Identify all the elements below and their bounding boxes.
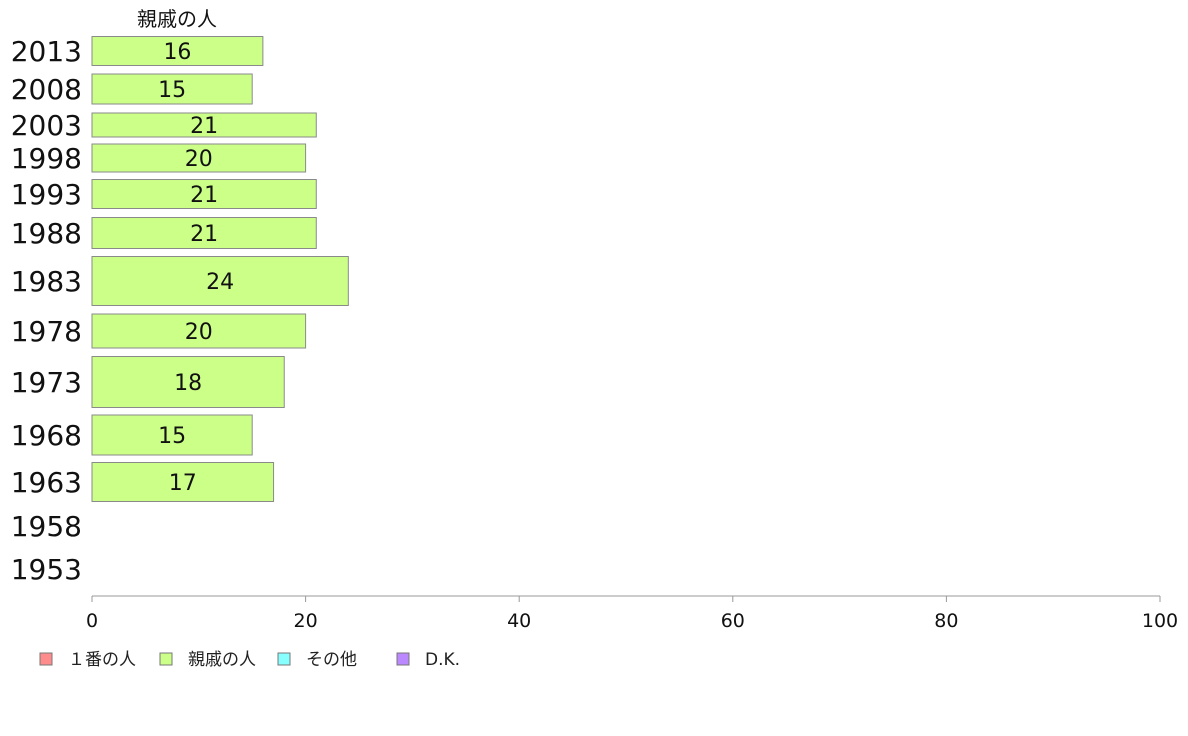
year-label-2003: 2003 bbox=[11, 109, 82, 142]
value-label-1968: 15 bbox=[158, 424, 186, 449]
bar-1983 bbox=[91, 256, 349, 306]
year-label-1978: 1978 bbox=[11, 315, 82, 348]
year-label-1973: 1973 bbox=[11, 366, 82, 399]
value-label-1993: 21 bbox=[190, 183, 218, 208]
value-label-1963: 17 bbox=[169, 471, 197, 496]
bar-1978 bbox=[91, 313, 307, 349]
bar-1988 bbox=[91, 217, 317, 249]
x-tick-label-60: 60 bbox=[721, 610, 745, 632]
bar-1998 bbox=[91, 143, 307, 173]
year-label-1963: 1963 bbox=[11, 466, 82, 499]
bar-2008 bbox=[91, 73, 253, 105]
year-label-1968: 1968 bbox=[11, 419, 82, 452]
bar-1963 bbox=[91, 462, 275, 502]
value-label-2003: 21 bbox=[190, 114, 218, 139]
year-label-1953: 1953 bbox=[11, 553, 82, 586]
year-label-1998: 1998 bbox=[11, 142, 82, 175]
legend-label-2: 親戚の人 bbox=[188, 650, 256, 670]
value-label-2013: 16 bbox=[163, 40, 191, 65]
year-label-1993: 1993 bbox=[11, 178, 82, 211]
legend-swatch-4 bbox=[396, 652, 410, 666]
value-label-1988: 21 bbox=[190, 222, 218, 247]
year-label-2013: 2013 bbox=[11, 35, 82, 68]
bar-group bbox=[91, 36, 349, 502]
bar-2013 bbox=[91, 36, 264, 66]
x-tick-label-100: 100 bbox=[1142, 610, 1178, 632]
bar-1973 bbox=[91, 356, 285, 408]
x-tick-group: 0 20 40 60 80 100 bbox=[86, 596, 1178, 632]
legend-label-1: １番の人 bbox=[68, 650, 136, 670]
legend-label-3: その他 bbox=[306, 650, 357, 670]
bar-1968 bbox=[91, 414, 253, 456]
year-label-1983: 1983 bbox=[11, 265, 82, 298]
value-label-1983: 24 bbox=[206, 270, 234, 295]
legend-label-4: D.K. bbox=[425, 650, 460, 670]
legend: １番の人 親戚の人 その他 D.K. bbox=[39, 650, 460, 670]
value-label-1998: 20 bbox=[185, 147, 213, 172]
year-label-2008: 2008 bbox=[11, 73, 82, 106]
x-tick-label-0: 0 bbox=[86, 610, 98, 632]
legend-swatch-2 bbox=[159, 652, 173, 666]
series-title: 親戚の人 bbox=[137, 7, 217, 31]
year-label-1988: 1988 bbox=[11, 217, 82, 250]
legend-swatch-1 bbox=[39, 652, 53, 666]
year-label-1958: 1958 bbox=[11, 510, 82, 543]
value-label-1978: 20 bbox=[185, 320, 213, 345]
value-label-1973: 18 bbox=[174, 371, 202, 396]
value-label-2008: 15 bbox=[158, 78, 186, 103]
x-tick-label-40: 40 bbox=[507, 610, 531, 632]
bar-1993 bbox=[91, 179, 317, 209]
bar-2003 bbox=[91, 112, 317, 138]
x-tick-label-20: 20 bbox=[294, 610, 318, 632]
x-tick-label-80: 80 bbox=[934, 610, 958, 632]
legend-swatch-3 bbox=[277, 652, 291, 666]
